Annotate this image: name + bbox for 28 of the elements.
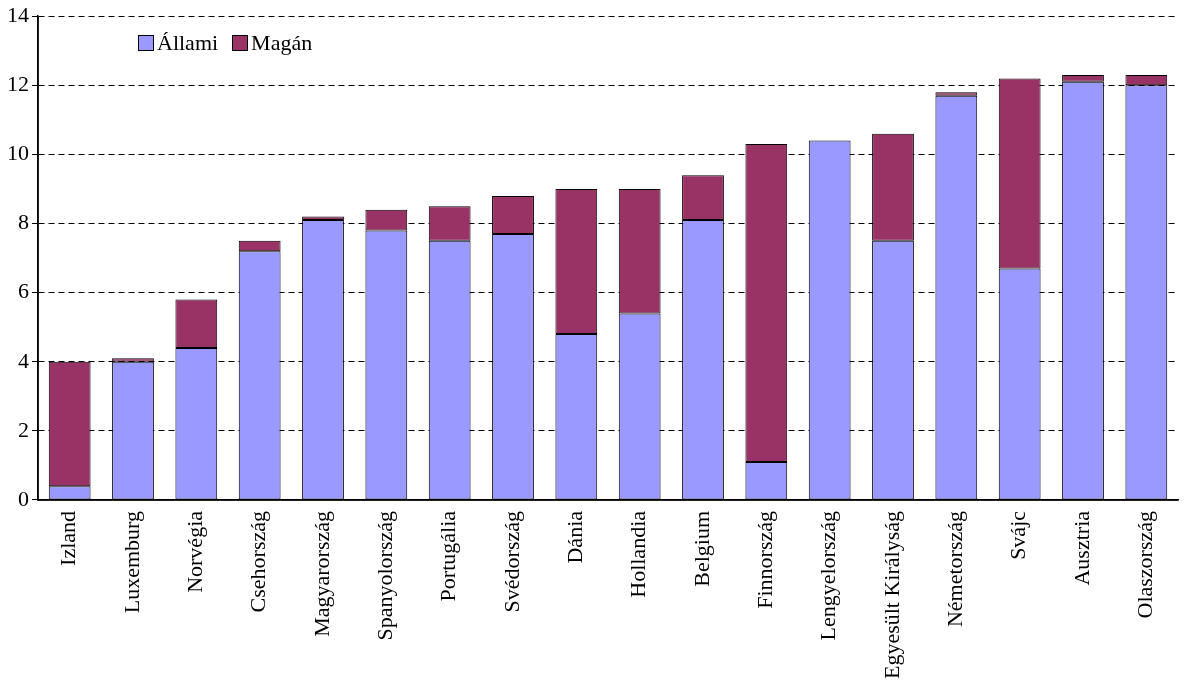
y-tick-label: 4 (18, 347, 29, 373)
x-tick-label: Ausztria (1068, 510, 1094, 586)
x-tick-label: Spanyolország (372, 510, 398, 641)
x-tick-label: Svédország (498, 510, 524, 613)
y-tick-label: 14 (7, 1, 29, 27)
x-tick-label: Hollandia (625, 510, 651, 598)
y-tick-label: 0 (18, 485, 29, 511)
x-tick-label: Finnország (752, 510, 778, 609)
y-tick-label: 12 (7, 71, 29, 97)
x-tick-label: Belgium (688, 510, 714, 587)
y-tick-label: 2 (18, 416, 29, 442)
x-tick-label: Lengyelország (815, 510, 841, 641)
x-tick-label: Izland (55, 510, 81, 566)
x-tick-label: Egyesült Királyság (878, 510, 904, 680)
x-tick-label: Olaszország (1132, 510, 1158, 619)
legend-label: Magán (251, 30, 313, 57)
x-tick-label: Magyarország (308, 510, 334, 637)
x-tick-label: Portugália (435, 510, 461, 602)
x-tick-label: Luxemburg (118, 510, 144, 614)
x-tick-label: Németország (942, 510, 968, 628)
x-tick-label: Norvégia (182, 510, 208, 593)
y-tick-label: 6 (18, 278, 29, 304)
x-tick-label: Svájc (1005, 510, 1031, 560)
y-tick-label: 10 (7, 140, 29, 166)
y-tick-label: 8 (18, 209, 29, 235)
x-tick-label: Csehország (245, 510, 271, 613)
x-tick-label: Dánia (562, 510, 588, 564)
legend-label: Állami (157, 30, 219, 57)
